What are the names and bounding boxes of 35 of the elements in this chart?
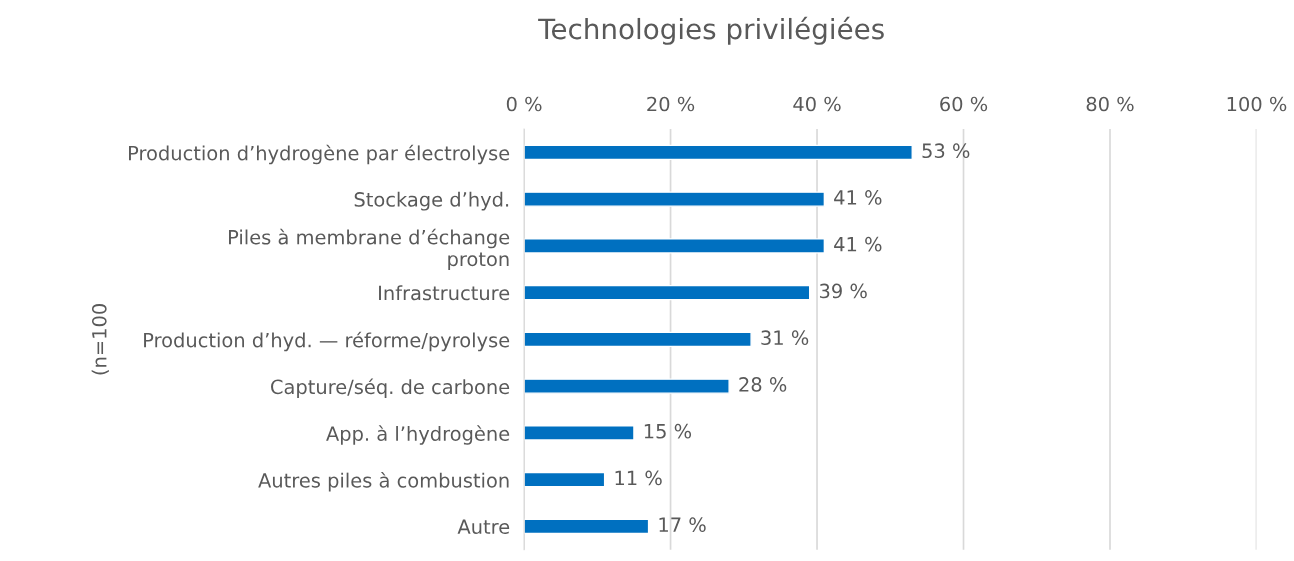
bar <box>524 191 826 207</box>
y-tick-label: Production d’hyd. — réforme/pyrolyse <box>144 331 510 352</box>
x-tick-label: 20 % <box>647 96 695 112</box>
bar <box>524 425 635 441</box>
bar <box>524 284 811 301</box>
x-tick-label: 100 % <box>1227 96 1287 112</box>
y-tick-label: Autres piles à combustion <box>258 471 509 492</box>
data-label: 31 % <box>761 330 809 346</box>
bar <box>524 144 913 161</box>
data-label: 15 % <box>644 423 692 439</box>
data-label: 28 % <box>739 377 787 392</box>
bar <box>524 518 650 535</box>
x-tick-label: 60 % <box>940 96 988 112</box>
y-tick-label: Autre <box>457 519 510 535</box>
data-label: 53 % <box>922 143 970 159</box>
y-axis-title: (n=100 <box>91 304 109 375</box>
data-label: 11 % <box>615 470 662 486</box>
bar <box>524 471 606 488</box>
data-label: 41 % <box>834 190 882 205</box>
y-tick-label: Stockage d’hyd. <box>354 191 509 211</box>
data-label: 41 % <box>834 236 882 252</box>
y-tick-label: App. à l’hydrogène <box>326 425 510 445</box>
bar <box>524 331 752 348</box>
y-tick-label: Piles à membrane d’échange proton <box>229 228 510 271</box>
y-tick-label: Production d’hydrogène par électrolyse <box>129 144 510 165</box>
y-tick-label: Capture/séq. de carbone <box>271 378 510 398</box>
data-label: 39 % <box>819 283 867 299</box>
chart-title: Technologies privilégiées <box>538 16 884 45</box>
x-tick-label: 0 % <box>506 96 542 112</box>
data-label: 17 % <box>659 517 706 533</box>
y-tick-label: Infrastructure <box>379 285 510 301</box>
bar <box>524 238 826 254</box>
x-tick-label: 80 % <box>1086 96 1134 112</box>
bar <box>524 378 730 394</box>
x-tick-label: 40 % <box>793 96 841 112</box>
